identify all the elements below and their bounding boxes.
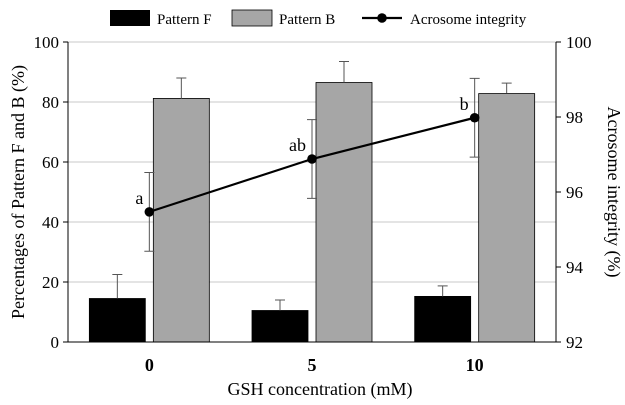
y-tick-label-right: 100 — [566, 33, 592, 52]
y-tick-label-right: 92 — [566, 333, 583, 352]
y-axis-title-right: Acrosome integrity (%) — [603, 107, 624, 278]
legend-swatch-pattern-f — [110, 10, 150, 26]
legend-marker-acrosome — [377, 13, 387, 23]
tick-labels: 0 20 40 60 80 100 92 94 96 98 100 0 5 10 — [34, 33, 592, 375]
acrosome-integrity-point — [307, 154, 317, 164]
y-tick-label-left: 80 — [42, 93, 59, 112]
bar-pattern-f — [414, 295, 472, 343]
significance-label: a — [135, 188, 143, 208]
y-tick-label-left: 60 — [42, 153, 59, 172]
legend-label-pattern-b: Pattern B — [279, 12, 335, 28]
legend-swatch-pattern-b — [231, 9, 273, 27]
bar-pattern-f — [251, 310, 309, 343]
bars — [88, 61, 536, 343]
y-tick-label-left: 20 — [42, 273, 59, 292]
x-tick-label: 0 — [145, 355, 154, 375]
legend: Pattern F Pattern B Acrosome integrity — [110, 9, 527, 28]
y-tick-label-right: 98 — [566, 108, 583, 127]
significance-label: b — [460, 94, 469, 114]
acrosome-integrity-point — [469, 112, 480, 123]
x-axis-title: GSH concentration (mM) — [228, 379, 413, 400]
acrosome-integrity-point — [144, 207, 155, 217]
x-tick-label: 5 — [308, 355, 317, 375]
axes — [63, 41, 561, 343]
legend-label-pattern-f: Pattern F — [157, 12, 212, 28]
y-axis-title-left: Percentages of Pattern F and B (%) — [8, 65, 29, 319]
bar-pattern-f — [88, 298, 146, 343]
bar-pattern-b — [315, 82, 373, 343]
y-tick-label-left: 100 — [34, 33, 60, 52]
significance-label: ab — [289, 135, 306, 155]
legend-label-acrosome: Acrosome integrity — [410, 12, 527, 28]
x-tick-label: 10 — [466, 355, 484, 375]
bar-pattern-b — [152, 98, 210, 343]
acrosome-line: a ab b — [135, 77, 480, 252]
y-tick-label-right: 96 — [566, 183, 583, 202]
y-tick-label-right: 94 — [566, 258, 584, 277]
y-tick-label-left: 40 — [42, 213, 59, 232]
bar-pattern-b — [478, 93, 536, 343]
y-tick-label-left: 0 — [51, 333, 60, 352]
